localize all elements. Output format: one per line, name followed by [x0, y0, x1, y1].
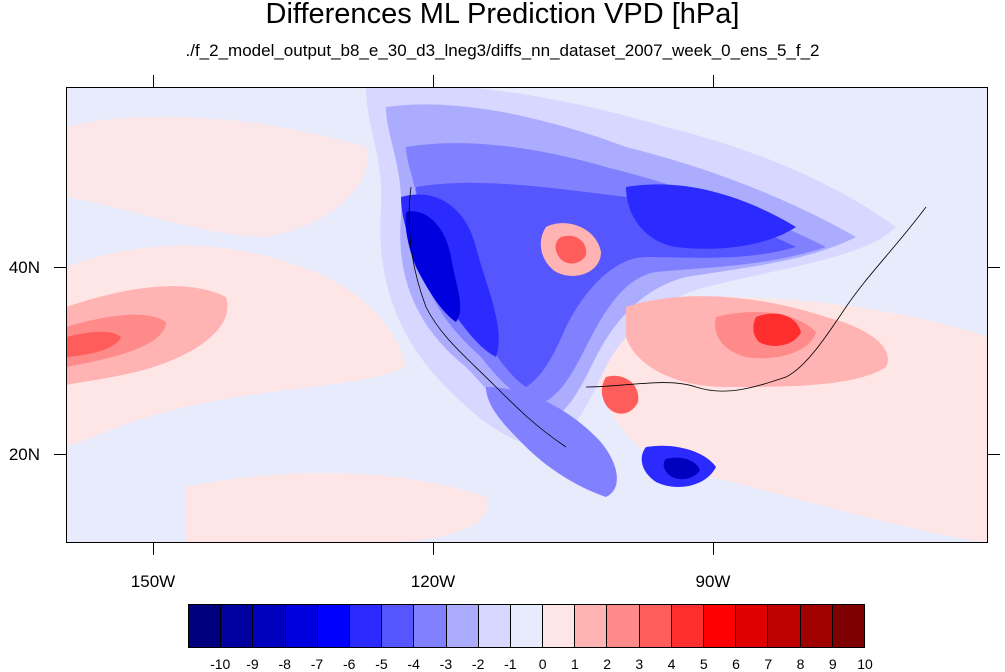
colorbar-label-18: 8: [796, 656, 805, 672]
lat-label-20n: 20N: [8, 445, 40, 464]
colorbar-label-6: -4: [407, 656, 420, 672]
colorbar-swatch-6: [382, 605, 415, 647]
colorbar-swatch-14: [639, 605, 672, 647]
lat-tick-20n-right: [988, 454, 1000, 455]
lon-tick-150w-top: [153, 75, 154, 87]
colorbar-label-16: 6: [732, 656, 740, 672]
colorbar-swatch-18: [768, 605, 801, 647]
colorbar-label-3: -7: [310, 656, 324, 672]
gulf-positive: [601, 375, 639, 414]
colorbar-swatch-2: [253, 605, 286, 647]
map-panel: [66, 87, 988, 543]
colorbar-swatch-9: [478, 605, 511, 647]
colorbar-label-7: -3: [439, 656, 453, 672]
colorbar-swatch-16: [704, 605, 737, 647]
colorbar-label-10: 0: [538, 656, 547, 672]
lon-label-150w: 150W: [130, 572, 176, 591]
colorbar-swatch-11: [543, 605, 576, 647]
colorbar-swatch-5: [349, 605, 383, 647]
south-pink: [186, 473, 488, 543]
lat-label-40n: 40N: [8, 258, 40, 277]
lon-tick-150w: [153, 543, 154, 555]
colorbar-swatch-20: [832, 605, 864, 647]
colorbar-swatch-0: [189, 605, 222, 647]
central-positive-core: [555, 235, 587, 264]
colorbar-label-4: -6: [342, 656, 356, 672]
difference-field: [66, 87, 988, 543]
colorbar-swatch-13: [607, 605, 640, 647]
lon-tick-90w: [713, 543, 714, 555]
coastline: [408, 186, 927, 448]
colorbar-swatch-7: [414, 605, 447, 647]
colorbar-label-5: -5: [375, 656, 388, 672]
mexico-negative: [486, 387, 617, 497]
colorbar-label-15: 5: [699, 656, 708, 672]
colorbar-swatch-10: [510, 605, 544, 647]
colorbar-swatch-19: [800, 605, 833, 647]
lat-tick-40n: [54, 267, 66, 268]
colorbar: [188, 604, 865, 648]
lon-label-90w: 90W: [695, 572, 731, 591]
colorbar-swatch-4: [317, 605, 350, 647]
colorbar-label-8: -2: [471, 656, 485, 672]
lon-tick-120w-top: [433, 75, 434, 87]
colorbar-label-20: 10: [857, 656, 873, 672]
colorbar-swatch-1: [221, 605, 254, 647]
map-subtitle: ./f_2_model_output_b8_e_30_d3_lneg3/diff…: [185, 41, 820, 60]
lon-tick-120w: [433, 543, 434, 555]
great-lakes-negative: [626, 184, 796, 249]
colorbar-label-19: 9: [828, 656, 837, 672]
colorbar-label-2: -8: [278, 656, 291, 672]
colorbar-label-11: 1: [570, 656, 579, 672]
colorbar-swatch-17: [736, 605, 769, 647]
colorbar-label-1: -9: [246, 656, 259, 672]
lon-label-120w: 120W: [410, 572, 456, 591]
colorbar-swatch-3: [285, 605, 318, 647]
colorbar-swatch-12: [575, 605, 608, 647]
colorbar-label-13: 3: [635, 656, 644, 672]
lat-tick-20n: [54, 454, 66, 455]
southeast-positive-core: [753, 313, 801, 346]
pacific-positive-peak: [66, 331, 121, 357]
colorbar-swatch-15: [671, 605, 704, 647]
caribbean-negative-core: [663, 457, 700, 480]
map-title: Differences ML Prediction VPD [hPa]: [265, 0, 740, 30]
colorbar-label-17: 7: [764, 656, 773, 672]
lat-tick-40n-right: [988, 267, 1000, 268]
colorbar-label-9: -1: [504, 656, 517, 672]
pacific-north-pink: [66, 116, 368, 237]
colorbar-label-0: -10: [210, 656, 231, 672]
lon-tick-90w-top: [713, 75, 714, 87]
colorbar-label-14: 4: [667, 656, 676, 672]
west-negative-6: [405, 211, 461, 322]
colorbar-swatch-8: [446, 605, 479, 647]
colorbar-label-12: 2: [603, 656, 611, 672]
